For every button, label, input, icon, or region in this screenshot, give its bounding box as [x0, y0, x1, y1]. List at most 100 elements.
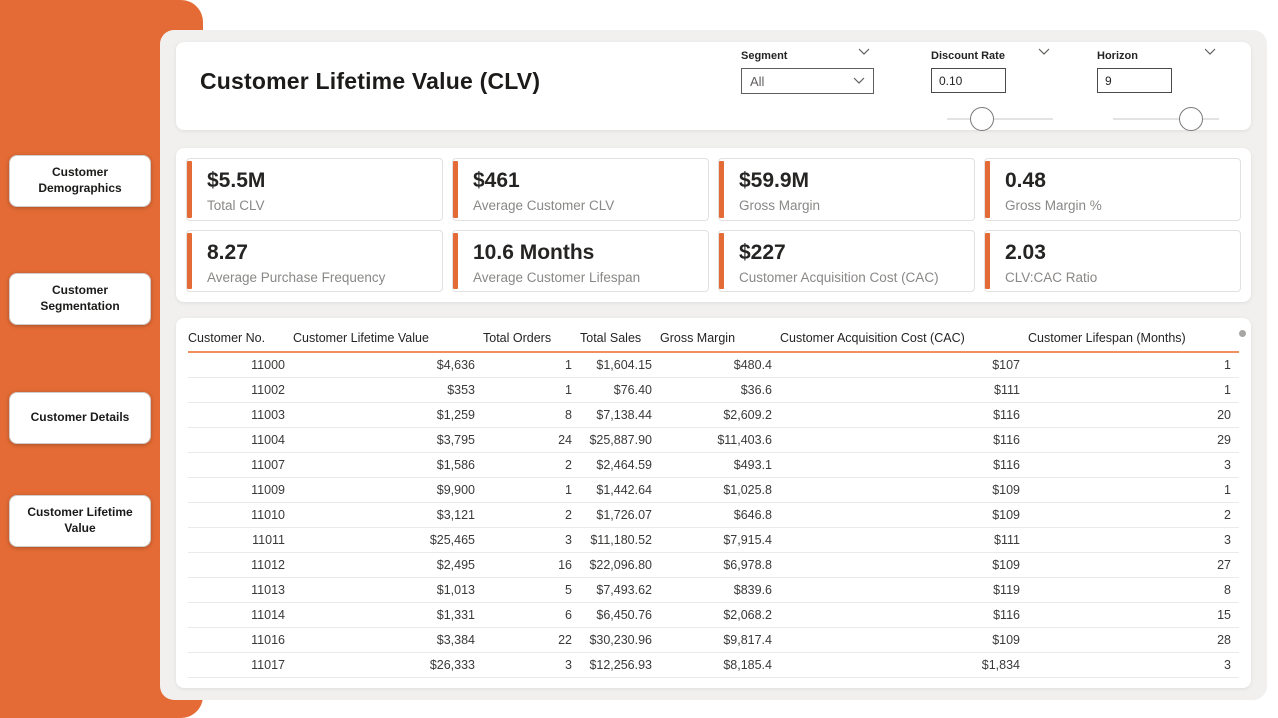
- cell-total-orders: 16: [483, 552, 580, 578]
- sidebar-nav-label: Customer Lifetime Value: [27, 505, 133, 535]
- segment-filter-label: Segment: [741, 50, 788, 62]
- chevron-down-icon[interactable]: [858, 48, 870, 56]
- cell-lifespan: 1: [1028, 377, 1239, 403]
- cell-total-orders: 22: [483, 627, 580, 653]
- cell-gross-margin: $1,025.8: [660, 477, 780, 503]
- sidebar-nav-button[interactable]: Customer Segmentation: [9, 273, 151, 325]
- discount-rate-slider-knob[interactable]: [969, 107, 994, 131]
- kpi-value: 2.03: [1005, 240, 1046, 264]
- cell-lifespan: 2: [1028, 502, 1239, 528]
- horizon-slider-knob[interactable]: [1179, 107, 1204, 131]
- cell-total-sales: $7,138.44: [580, 402, 660, 428]
- cell-total-sales: $25,887.90: [580, 427, 660, 453]
- cell-total-sales: $30,230.96: [580, 627, 660, 653]
- cell-customer-no: 11013: [188, 577, 293, 603]
- table-row[interactable]: 11012 $2,495 16 $22,096.80 $6,978.8 $109…: [188, 552, 1239, 578]
- cell-gross-margin: $6,978.8: [660, 552, 780, 578]
- kpi-tile: $227 Customer Acquisition Cost (CAC): [718, 229, 975, 292]
- table-row[interactable]: 11002 $353 1 $76.40 $36.6 $111 1: [188, 377, 1239, 403]
- kpi-label: Gross Margin: [739, 198, 821, 213]
- horizon-slider[interactable]: [1113, 107, 1219, 131]
- cell-cac: $116: [780, 602, 1028, 628]
- chevron-down-icon[interactable]: [1038, 48, 1050, 56]
- kpi-tile: $59.9M Gross Margin: [718, 158, 975, 221]
- cell-customer-no: 11016: [188, 627, 293, 653]
- kpi-value: 10.6 Months: [473, 240, 595, 264]
- table-column-header[interactable]: Gross Margin: [660, 324, 780, 353]
- cell-total-sales: $6,450.76: [580, 602, 660, 628]
- cell-lifespan: 3: [1028, 452, 1239, 478]
- clv-table: Customer No. Customer Lifetime Value Tot…: [188, 324, 1239, 678]
- horizon-filter: Horizon: [1097, 46, 1227, 131]
- cell-clv: $1,013: [293, 577, 483, 603]
- cell-total-orders: 6: [483, 602, 580, 628]
- table-row[interactable]: 11016 $3,384 22 $30,230.96 $9,817.4 $109…: [188, 627, 1239, 653]
- table-row[interactable]: 11007 $1,586 2 $2,464.59 $493.1 $116 3: [188, 452, 1239, 478]
- cell-cac: $109: [780, 627, 1028, 653]
- horizon-input[interactable]: [1097, 68, 1172, 93]
- table-column-header[interactable]: Customer No.: [188, 324, 293, 353]
- cell-customer-no: 11014: [188, 602, 293, 628]
- table-row[interactable]: 11009 $9,900 1 $1,442.64 $1,025.8 $109 1: [188, 477, 1239, 503]
- scrollbar-thumb[interactable]: [1239, 330, 1246, 337]
- kpi-label: Average Customer Lifespan: [473, 269, 641, 285]
- cell-total-sales: $1,442.64: [580, 477, 660, 503]
- cell-customer-no: 11017: [188, 652, 293, 678]
- kpi-value: 8.27: [207, 240, 248, 264]
- kpi-label: Total CLV: [207, 198, 265, 213]
- kpi-label: Average Purchase Frequency: [207, 269, 386, 285]
- table-row[interactable]: 11014 $1,331 6 $6,450.76 $2,068.2 $116 1…: [188, 602, 1239, 628]
- cell-customer-no: 11009: [188, 477, 293, 503]
- cell-customer-no: 11007: [188, 452, 293, 478]
- cell-total-sales: $22,096.80: [580, 552, 660, 578]
- table-row[interactable]: 11017 $26,333 3 $12,256.93 $8,185.4 $1,8…: [188, 652, 1239, 678]
- sidebar-nav-button[interactable]: Customer Details: [9, 392, 151, 444]
- cell-cac: $116: [780, 402, 1028, 428]
- cell-clv: $4,636: [293, 352, 483, 378]
- sidebar-nav-label: Customer Segmentation: [40, 283, 120, 313]
- table-row[interactable]: 11013 $1,013 5 $7,493.62 $839.6 $119 8: [188, 577, 1239, 603]
- cell-customer-no: 11002: [188, 377, 293, 403]
- table-row[interactable]: 11004 $3,795 24 $25,887.90 $11,403.6 $11…: [188, 427, 1239, 453]
- cell-total-orders: 1: [483, 477, 580, 503]
- kpi-value: $5.5M: [207, 169, 266, 192]
- cell-total-sales: $1,604.15: [580, 352, 660, 378]
- cell-customer-no: 11004: [188, 427, 293, 453]
- sidebar-nav-button[interactable]: Customer Lifetime Value: [9, 495, 151, 547]
- page-title: Customer Lifetime Value (CLV): [200, 68, 541, 94]
- cell-total-sales: $11,180.52: [580, 527, 660, 553]
- table-row[interactable]: 11011 $25,465 3 $11,180.52 $7,915.4 $111…: [188, 527, 1239, 553]
- cell-total-orders: 5: [483, 577, 580, 603]
- cell-lifespan: 8: [1028, 577, 1239, 603]
- table-row[interactable]: 11003 $1,259 8 $7,138.44 $2,609.2 $116 2…: [188, 402, 1239, 428]
- table-row[interactable]: 11000 $4,636 1 $1,604.15 $480.4 $107 1: [188, 352, 1239, 378]
- kpi-value: $59.9M: [739, 169, 810, 192]
- chevron-down-icon[interactable]: [1204, 48, 1216, 56]
- kpi-tile: 2.03 CLV:CAC Ratio: [984, 229, 1241, 292]
- table-header-row: Customer No. Customer Lifetime Value Tot…: [188, 324, 1239, 353]
- cell-cac: $111: [780, 377, 1028, 403]
- cell-clv: $353: [293, 377, 483, 403]
- sidebar-nav-button[interactable]: Customer Demographics: [9, 155, 151, 207]
- table-column-header[interactable]: Customer Lifetime Value: [293, 324, 483, 353]
- cell-lifespan: 1: [1028, 352, 1239, 378]
- table-column-header[interactable]: Total Orders: [483, 324, 580, 353]
- cell-gross-margin: $7,915.4: [660, 527, 780, 553]
- cell-total-sales: $12,256.93: [580, 652, 660, 678]
- discount-rate-slider[interactable]: [947, 107, 1053, 131]
- cell-clv: $26,333: [293, 652, 483, 678]
- table-column-header[interactable]: Customer Acquisition Cost (CAC): [780, 324, 1028, 353]
- cell-total-sales: $7,493.62: [580, 577, 660, 603]
- cell-lifespan: 20: [1028, 402, 1239, 428]
- cell-customer-no: 11000: [188, 352, 293, 378]
- kpi-section: $5.5M Total CLV $461 Average Customer CL…: [176, 148, 1251, 302]
- cell-gross-margin: $839.6: [660, 577, 780, 603]
- slider-track: [1113, 118, 1219, 120]
- table-row[interactable]: 11010 $3,121 2 $1,726.07 $646.8 $109 2: [188, 502, 1239, 528]
- table-column-header[interactable]: Total Sales: [580, 324, 660, 353]
- segment-dropdown[interactable]: All: [741, 68, 874, 94]
- sidebar-nav-label: Customer Demographics: [38, 165, 122, 195]
- table-column-header[interactable]: Customer Lifespan (Months): [1028, 324, 1239, 353]
- cell-cac: $109: [780, 477, 1028, 503]
- discount-rate-input[interactable]: [931, 68, 1006, 93]
